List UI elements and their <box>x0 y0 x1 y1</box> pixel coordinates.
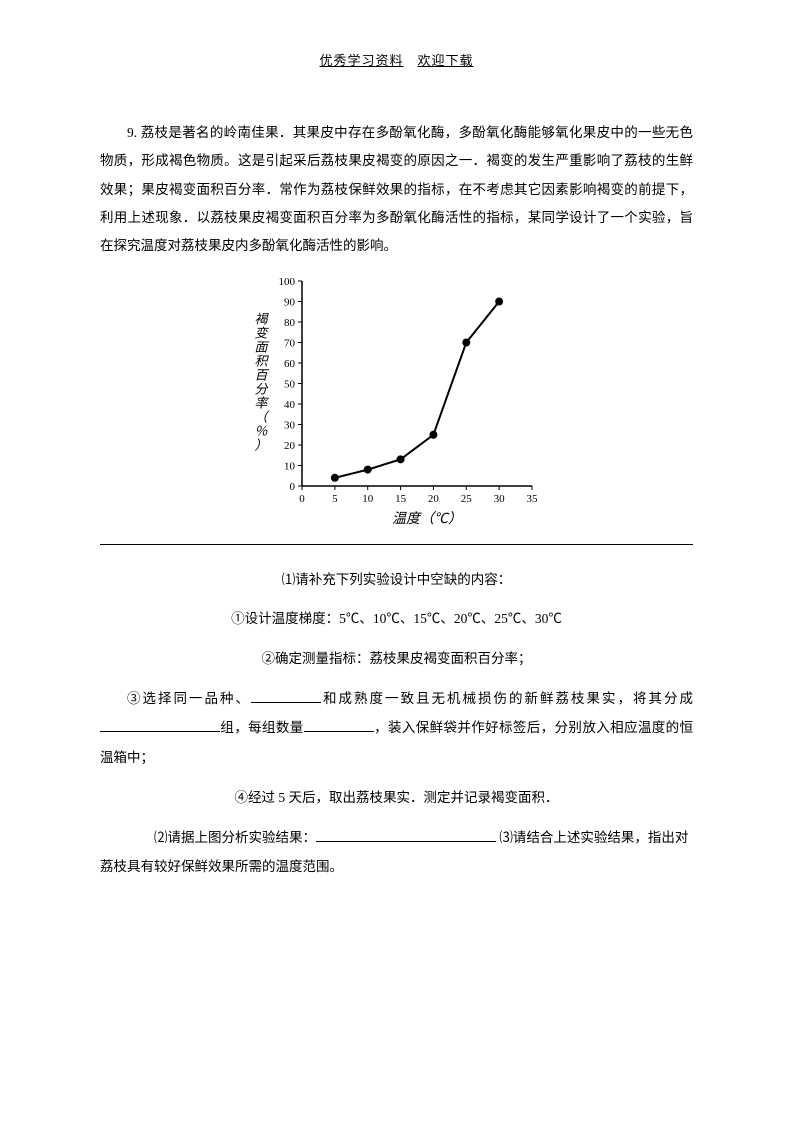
task-1-3c: 组，每组数量 <box>220 720 304 735</box>
svg-text:0: 0 <box>299 493 305 505</box>
task-2a: ⑵请据上图分析实验结果： <box>154 830 316 845</box>
header-right: 欢迎下载 <box>418 53 474 68</box>
divider-line <box>100 544 693 545</box>
chart-container: 0 10 20 30 40 50 60 70 80 90 100 0 5 10 15 20 25 30 35 褐变面积… <box>100 271 693 536</box>
svg-text:百: 百 <box>254 367 269 382</box>
svg-text:15: 15 <box>395 493 407 505</box>
svg-text:80: 80 <box>284 317 296 329</box>
svg-text:20: 20 <box>427 493 439 505</box>
svg-text:25: 25 <box>460 493 472 505</box>
svg-text:（: （ <box>254 409 270 424</box>
task-1-4: ④经过 5 天后，取出荔枝果实．测定并记录褐变面积． <box>100 783 693 813</box>
svg-text:70: 70 <box>284 337 296 349</box>
svg-text:50: 50 <box>284 378 296 390</box>
svg-text:率: 率 <box>254 395 269 410</box>
question-number: 9. <box>127 125 137 140</box>
svg-text:20: 20 <box>284 440 296 452</box>
blank-4 <box>316 827 496 842</box>
svg-text:积: 积 <box>254 353 269 368</box>
page: 优秀学习资料欢迎下载 9. 荔枝是著名的岭南佳果．其果皮中存在多酚氧化酶，多酚氧… <box>0 0 793 1122</box>
task-2-3: ⑵请据上图分析实验结果： ⑶请结合上述实验结果，指出对荔枝具有较好保鲜效果所需的… <box>100 823 693 882</box>
svg-text:0: 0 <box>289 481 295 493</box>
task-1: ⑴请补充下列实验设计中空缺的内容： <box>100 565 693 595</box>
svg-text:35: 35 <box>526 493 538 505</box>
task-1-3b: 和成熟度一致且无机械损伤的新鲜荔枝果实，将其分成 <box>321 691 693 706</box>
task-1-2: ②确定测量指标：荔枝果皮褐变面积百分率； <box>100 644 693 674</box>
svg-text:90: 90 <box>284 296 296 308</box>
header-left: 优秀学习资料 <box>319 53 403 68</box>
svg-text:褐: 褐 <box>254 311 269 326</box>
question-intro: 9. 荔枝是著名的岭南佳果．其果皮中存在多酚氧化酶，多酚氧化酶能够氧化果皮中的一… <box>100 119 693 261</box>
svg-text:10: 10 <box>362 493 374 505</box>
svg-text:40: 40 <box>284 399 296 411</box>
svg-text:30: 30 <box>284 419 296 431</box>
task-1-3a: ③选择同一品种、 <box>127 691 251 706</box>
blank-1 <box>251 688 321 703</box>
svg-text:5: 5 <box>332 493 338 505</box>
svg-text:）: ） <box>254 437 267 452</box>
task-1-1: ①设计温度梯度：5℃、10℃、15℃、20℃、25℃、30℃ <box>100 604 693 634</box>
svg-text:温度（℃）: 温度（℃） <box>392 511 462 527</box>
svg-text:60: 60 <box>284 358 296 370</box>
page-header: 优秀学习资料欢迎下载 <box>100 50 693 69</box>
svg-text:面: 面 <box>254 339 269 354</box>
svg-text:分: 分 <box>254 381 268 396</box>
question-text: 荔枝是著名的岭南佳果．其果皮中存在多酚氧化酶，多酚氧化酶能够氧化果皮中的一些无色… <box>100 125 693 253</box>
svg-text:100: 100 <box>278 276 295 288</box>
svg-text:30: 30 <box>493 493 505 505</box>
line-chart: 0 10 20 30 40 50 60 70 80 90 100 0 5 10 15 20 25 30 35 褐变面积… <box>247 271 547 531</box>
svg-text:10: 10 <box>284 460 296 472</box>
svg-text:％: ％ <box>254 423 268 438</box>
task-1-3: ③选择同一品种、和成熟度一致且无机械损伤的新鲜荔枝果实，将其分成组，每组数量，装… <box>100 684 693 773</box>
blank-2 <box>100 718 220 733</box>
blank-3 <box>304 718 374 733</box>
svg-text:变: 变 <box>254 325 269 340</box>
